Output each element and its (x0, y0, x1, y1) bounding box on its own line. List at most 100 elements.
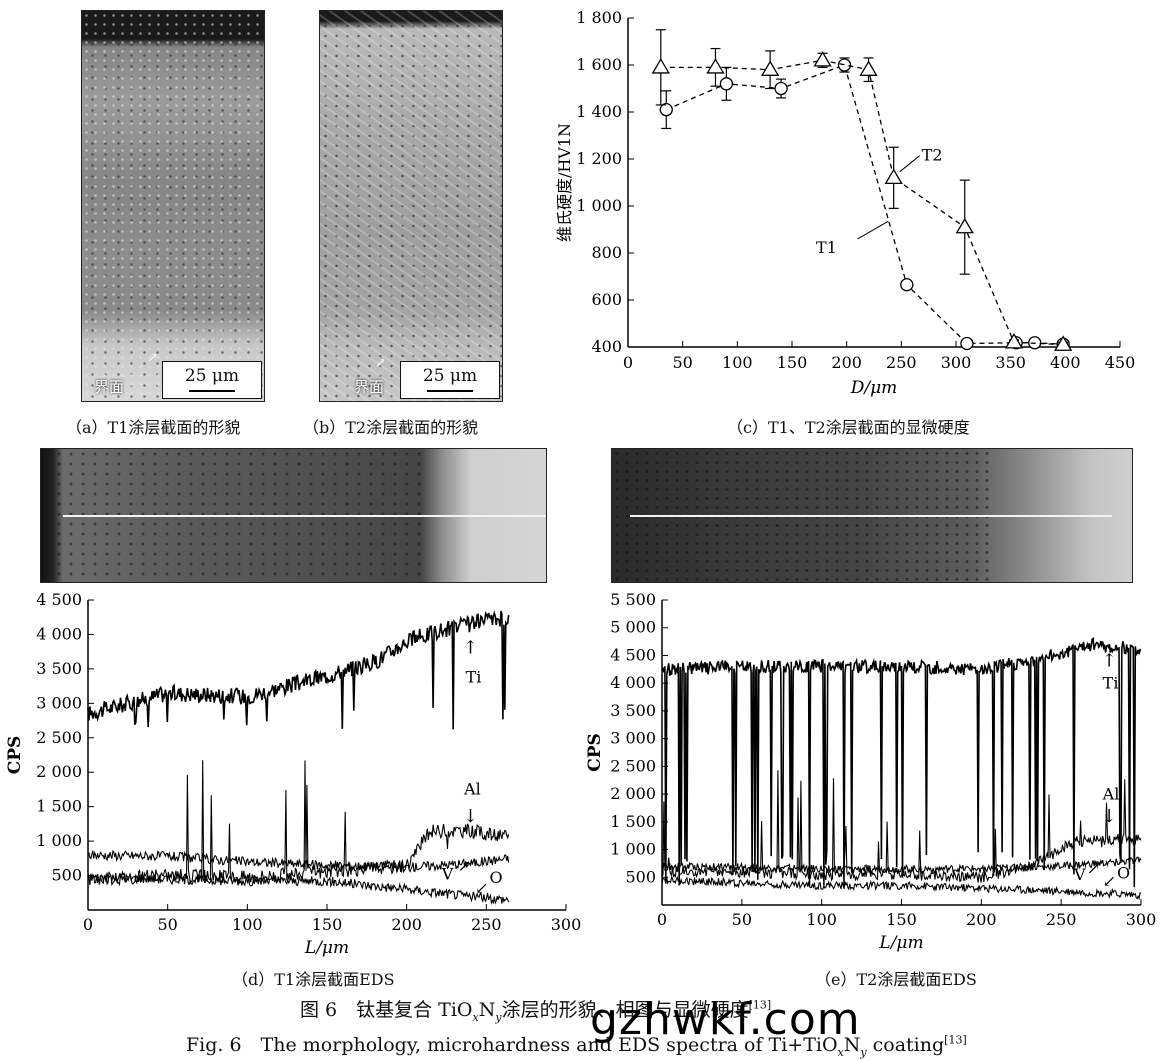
y-tick-label: 3 500 (36, 659, 82, 678)
series-line-Al (87, 760, 510, 887)
series-line-V (87, 849, 510, 874)
arrow-ti: ↑ (463, 638, 478, 659)
data-point-T2 (651, 58, 670, 74)
y-tick-label: 5 500 (610, 590, 656, 609)
interface-label-a: 界面 (94, 378, 125, 396)
x-axis-label: L/μm (878, 933, 923, 953)
y-tick-label: 3 000 (36, 693, 82, 712)
figure-caption-en-suffix: coating (872, 1034, 945, 1056)
y-tick-label: 1 400 (576, 102, 622, 121)
figure-caption-en-prefix: Fig. 6 The morphology, microhardness and… (186, 1034, 838, 1056)
data-point-T1 (659, 103, 673, 117)
scan-line-t1 (63, 515, 546, 517)
data-point-T2 (813, 51, 832, 67)
micrograph-t2: 界面 ↗ 25 μm (319, 10, 503, 402)
interface-arrow-b: ↗ (375, 356, 386, 371)
y-tick-label: 600 (591, 290, 622, 309)
series-line-Ti (661, 636, 1142, 888)
y-tick-label: 400 (591, 337, 622, 356)
data-point-T2 (884, 168, 903, 185)
series-line-O (87, 872, 510, 905)
x-tick-label: 100 (806, 910, 837, 929)
figure-ref-cn: [13] (748, 998, 772, 1012)
x-tick-label: 50 (672, 353, 692, 372)
y-tick-label: 2 000 (610, 784, 656, 803)
label-al: Al (1102, 785, 1120, 804)
arrow-al: ↓ (1102, 806, 1117, 827)
y-tick-label: 2 500 (36, 728, 82, 747)
scan-line-t2 (630, 515, 1112, 517)
y-axis-label: 维氏硬度/HV1N (555, 123, 574, 242)
y-tick-label: 1 000 (36, 831, 82, 850)
caption-d: （d）T1涂层截面EDS (232, 970, 395, 989)
x-tick-label: 350 (995, 353, 1026, 372)
figure-ref-en: [13] (944, 1033, 967, 1047)
y-tick-label: 4 500 (610, 645, 656, 664)
y-tick-label: 1 500 (610, 812, 656, 831)
y-tick-label: 5 000 (610, 618, 656, 637)
x-tick-label: 250 (886, 353, 917, 372)
watermark: gzhwkf.com (590, 994, 861, 1045)
eds-chart-t1: 500 1 000 1 500 2 000 2 500 3 000 3 500 4 000 4 … (5, 590, 581, 958)
arrow-o: ↙ (1103, 872, 1116, 891)
y-tick-label: 1 500 (36, 797, 82, 816)
arrow-ti: ↑ (1102, 651, 1117, 672)
scale-bar-b: 25 μm (400, 361, 500, 399)
data-point-T2 (1054, 335, 1073, 351)
x-tick-label: 300 (941, 353, 972, 372)
x-tick-label: 50 (732, 910, 752, 929)
y-tick-label: 4 000 (36, 624, 82, 643)
caption-e: （e）T2涂层截面EDS (815, 970, 977, 989)
label-v: V (1073, 865, 1086, 884)
series-line-T2 (660, 59, 1064, 346)
y-tick-label: 4 000 (610, 673, 656, 692)
arrow-v: ↗ (1087, 859, 1100, 878)
sem-strip-t1 (40, 448, 547, 583)
leader-t2 (899, 155, 920, 173)
y-tick-label: 800 (591, 243, 622, 262)
x-tick-label: 50 (157, 915, 177, 934)
micrograph-t1: 界面 ↗ 25 μm (81, 10, 265, 402)
x-tick-label: 100 (232, 915, 263, 934)
x-tick-label: 0 (623, 353, 633, 372)
label-ti: Ti (1103, 674, 1119, 693)
data-point-T2 (1004, 333, 1024, 349)
y-tick-label: 2 000 (36, 762, 82, 781)
x-axis-label: D/μm (850, 378, 898, 398)
interface-label-b: 界面 (354, 378, 385, 396)
figure-caption-cn: 图 6 钛基复合 TiOxNy涂层的形貌、相图与显微硬度[13] (300, 998, 772, 1024)
x-tick-label: 150 (886, 910, 917, 929)
y-axis-label: CPS (5, 736, 25, 775)
y-tick-label: 3 500 (610, 701, 656, 720)
x-tick-label: 250 (471, 915, 502, 934)
y-tick-label: 1 800 (576, 8, 622, 27)
series-line-O (661, 875, 1142, 901)
data-point-T2 (706, 58, 725, 74)
data-point-T1 (719, 77, 734, 91)
scale-bar-a: 25 μm (162, 361, 262, 399)
arrow-al: ↓ (463, 806, 478, 827)
data-point-T1 (837, 58, 852, 72)
label-ti: Ti (466, 668, 482, 687)
x-tick-label: 100 (722, 353, 753, 372)
y-tick-label: 4 500 (36, 590, 82, 609)
annotation-t1: T1 (816, 238, 837, 257)
y-tick-label: 500 (51, 866, 82, 885)
label-o: O (1117, 863, 1130, 882)
sem-strip-t2 (611, 448, 1133, 583)
x-tick-label: 300 (1126, 910, 1157, 929)
data-point-T1 (960, 336, 974, 351)
x-tick-label: 0 (657, 910, 667, 929)
scale-label-a: 25 μm (184, 366, 240, 386)
x-tick-label: 200 (966, 910, 997, 929)
caption-b: （b）T2涂层截面的形貌 (303, 418, 479, 437)
x-tick-label: 200 (391, 915, 422, 934)
label-v: V (441, 865, 454, 884)
y-tick-label: 2 500 (610, 756, 656, 775)
data-point-T2 (859, 60, 878, 76)
data-point-T2 (955, 217, 974, 234)
x-tick-label: 450 (1105, 353, 1136, 372)
y-axis-label: CPS (585, 733, 605, 772)
figure-caption-cn-suffix: 涂层的形貌、相图与显微硬度 (501, 999, 749, 1021)
